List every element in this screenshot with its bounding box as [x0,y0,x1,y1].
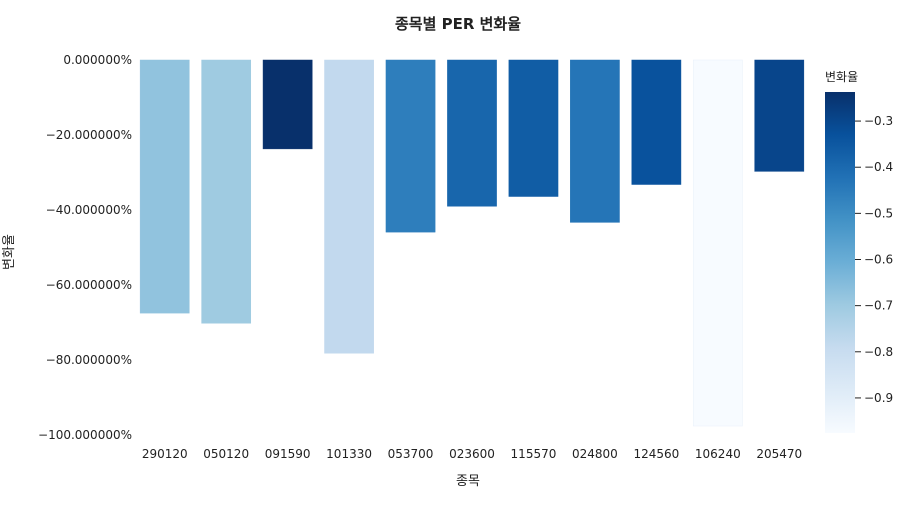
bars [139,59,805,427]
y-tick-label: −60.000000% [46,278,132,292]
colorbar: 변화율 −0.3 −0.4 −0.5 −0.6 −0.7 −0.8 −0.9 [825,70,893,433]
bar-124560[interactable] [631,59,682,185]
colorbar-tick-label: −0.3 [864,114,893,128]
x-tick-label: 290120 [142,447,188,461]
x-tick-label: 205470 [756,447,802,461]
bar-290120[interactable] [139,59,190,314]
y-tick-label: −80.000000% [46,353,132,367]
colorbar-gradient [825,92,855,433]
colorbar-tick-label: −0.6 [864,253,893,267]
colorbar-ticks: −0.3 −0.4 −0.5 −0.6 −0.7 −0.8 −0.9 [855,114,893,405]
x-tick-label: 101330 [326,447,372,461]
bar-115570[interactable] [508,59,559,197]
x-tick-label: 053700 [388,447,434,461]
x-tick-label: 024800 [572,447,618,461]
colorbar-tick-label: −0.9 [864,391,893,405]
colorbar-tick-label: −0.5 [864,206,893,220]
x-tick-label: 124560 [633,447,679,461]
y-axis-ticks: 0.000000% −20.000000% −40.000000% −60.00000… [38,53,132,442]
colorbar-tick-label: −0.7 [864,299,893,313]
bar-024800[interactable] [570,59,620,223]
y-tick-label: −40.000000% [46,203,132,217]
colorbar-tick-label: −0.8 [864,345,893,359]
bar-205470[interactable] [754,59,805,172]
x-tick-label: 106240 [695,447,741,461]
bar-106240[interactable] [692,59,743,427]
x-tick-label: 050120 [203,447,249,461]
y-tick-label: −100.000000% [38,428,132,442]
y-axis-label: 변화율 [2,234,17,270]
colorbar-title: 변화율 [825,70,858,84]
x-tick-label: 115570 [511,447,557,461]
y-tick-label: −20.000000% [46,128,132,142]
bar-053700[interactable] [385,59,436,233]
x-tick-label: 023600 [449,447,495,461]
chart-title: 종목별 PER 변화율 [395,15,521,33]
y-tick-label: 0.000000% [63,53,132,67]
x-tick-label: 091590 [265,447,311,461]
bar-050120[interactable] [201,59,252,324]
bar-101330[interactable] [324,59,374,354]
x-axis-label: 종목 [456,474,480,489]
bar-023600[interactable] [447,59,497,207]
colorbar-tick-label: −0.4 [864,160,893,174]
bar-091590[interactable] [262,59,313,150]
x-axis-ticks: 290120 050120 091590 101330 053700 023600 1155… [142,447,802,461]
